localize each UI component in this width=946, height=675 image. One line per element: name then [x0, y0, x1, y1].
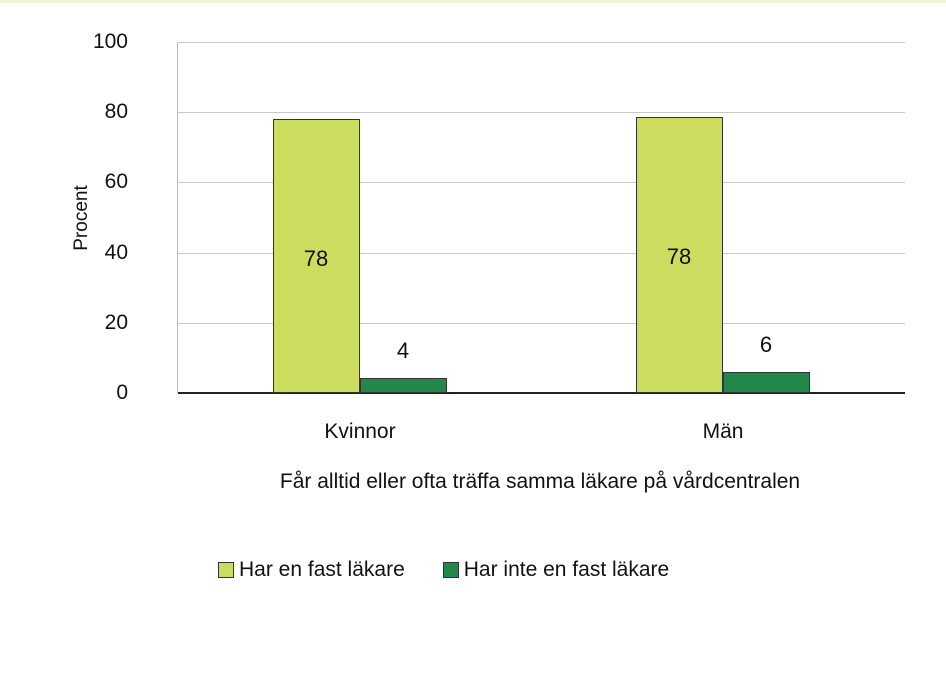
bar-kvinnor-inte-fast [360, 378, 447, 393]
gridline [178, 112, 905, 113]
legend-swatch-icon [442, 562, 459, 578]
bar-man-inte-fast [723, 372, 810, 393]
y-tick: 80 [104, 100, 128, 123]
category-label: Män [702, 420, 744, 443]
y-axis-line [177, 42, 178, 393]
gridline [178, 253, 905, 254]
y-tick: 40 [104, 241, 128, 264]
legend-item: Har inte en fast läkare [442, 558, 670, 582]
top-accent-bar [0, 0, 946, 3]
gridline [178, 182, 905, 183]
bar-kvinnor-fast [273, 119, 360, 393]
bar-label: 78 [666, 244, 692, 269]
gridline [178, 323, 905, 324]
category-label: Kvinnor [324, 420, 396, 443]
y-tick: 60 [104, 170, 128, 193]
x-axis-line [178, 392, 905, 394]
y-tick: 0 [116, 381, 128, 404]
legend-swatch-icon [218, 562, 234, 578]
bar-label: 6 [759, 332, 773, 357]
legend: Har en fast läkare Har inte en fast läka… [218, 558, 707, 582]
legend-item: Har en fast läkare [218, 558, 405, 582]
bar-label: 78 [303, 246, 329, 271]
gridline [178, 42, 905, 43]
bar-label: 4 [396, 338, 410, 363]
x-axis-title: Får alltid eller ofta träffa samma läkar… [279, 470, 801, 493]
bar-man-fast [636, 117, 723, 393]
y-tick: 100 [92, 30, 128, 53]
plot-area: 78 4 78 6 [177, 42, 905, 394]
y-tick: 20 [104, 311, 128, 334]
legend-label: Har en fast läkare [239, 558, 405, 581]
legend-label: Har inte en fast läkare [463, 558, 670, 581]
